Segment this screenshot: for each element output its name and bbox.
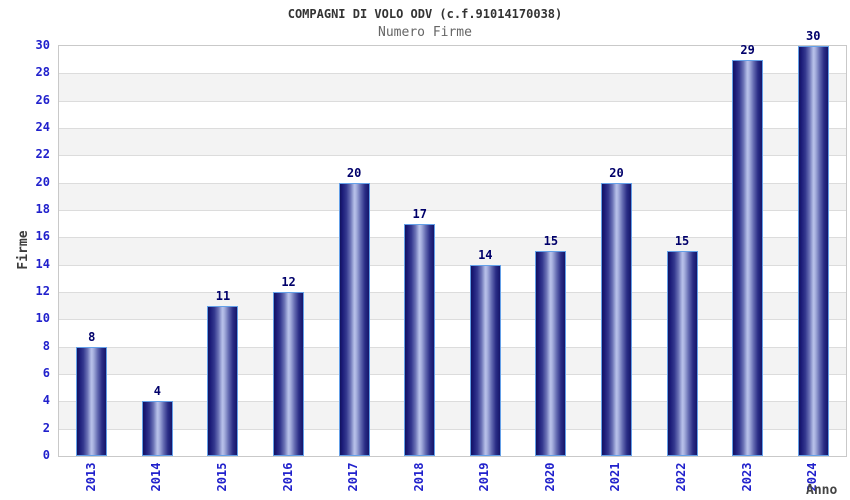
- plot-band: [59, 182, 846, 210]
- bar-2015: [207, 305, 239, 456]
- bar-value-label: 15: [674, 234, 690, 248]
- plot-band: [59, 374, 846, 402]
- plot-band: [59, 128, 846, 156]
- bar-2022: [666, 251, 698, 456]
- plot-band: [59, 46, 846, 74]
- bar-2024: [797, 46, 829, 456]
- y-tick-label: 18: [35, 202, 50, 216]
- x-tick-label: 2018: [411, 462, 426, 492]
- x-tick-label: 2017: [346, 462, 361, 492]
- gridline: [59, 401, 846, 403]
- y-tick-label: 10: [35, 311, 50, 326]
- y-tick-label: 26: [35, 92, 50, 107]
- gridline: [59, 155, 846, 157]
- plot-band: [59, 292, 846, 320]
- y-tick-label: 6: [42, 366, 50, 380]
- y-tick-label: 28: [35, 65, 50, 80]
- plot-band: [59, 155, 846, 183]
- x-tick-label: 2020: [542, 462, 557, 492]
- bar-2021: [600, 182, 632, 456]
- bar-value-label: 20: [609, 165, 624, 180]
- chart-subtitle: Numero Firme: [378, 25, 472, 40]
- bar-value-label: 14: [478, 247, 493, 262]
- gridline: [59, 264, 846, 266]
- x-tick-label: 2015: [214, 462, 229, 492]
- y-tick-label: 4: [42, 393, 50, 408]
- bar-2014: [141, 401, 173, 456]
- gridline: [59, 346, 846, 348]
- gridline: [59, 182, 846, 184]
- y-tick-label: 30: [35, 38, 50, 52]
- x-tick-label: 2019: [477, 462, 492, 492]
- x-tick-label: 2022: [674, 462, 689, 492]
- plot-band: [59, 264, 846, 292]
- x-tick-label: 2016: [280, 462, 295, 492]
- gridline: [59, 428, 846, 430]
- bar-value-label: 12: [281, 275, 296, 289]
- bar-value-label: 15: [543, 234, 559, 248]
- bar-value-label: 8: [88, 329, 96, 344]
- gridline: [59, 73, 846, 75]
- y-tick-label: 0: [42, 448, 50, 462]
- plot-band: [59, 237, 846, 265]
- y-tick-label: 22: [35, 147, 50, 162]
- plot-band: [59, 319, 846, 347]
- gridline: [59, 210, 846, 211]
- plot-band: [59, 73, 846, 101]
- bar-value-label: 29: [740, 42, 755, 57]
- plot-band: [59, 100, 846, 128]
- y-tick-label: 20: [35, 174, 50, 189]
- bar-2018: [404, 223, 436, 456]
- bar-value-label: 20: [346, 165, 362, 180]
- y-axis-title: Firme: [16, 230, 31, 270]
- gridline: [59, 292, 846, 293]
- y-tick-label: 24: [35, 120, 50, 134]
- y-tick-label: 16: [35, 229, 50, 244]
- bar-value-label: 30: [805, 29, 821, 43]
- x-tick-label: 2023: [739, 462, 754, 492]
- x-axis-title: Anno: [806, 483, 838, 498]
- y-tick-label: 14: [35, 256, 50, 271]
- bar-2020: [535, 251, 567, 456]
- x-tick-label: 2013: [83, 462, 98, 492]
- plot-band: [59, 346, 846, 374]
- gridline: [59, 237, 846, 239]
- x-tick-label: 2014: [149, 462, 164, 492]
- bar-value-label: 17: [412, 206, 427, 221]
- gridline: [59, 374, 846, 375]
- gridline: [59, 128, 846, 129]
- plot-area: 8 4 11 12 20 17 14 15 20 15 29 30: [58, 29, 847, 457]
- y-tick-label: 8: [42, 338, 50, 353]
- bar-2019: [469, 264, 501, 456]
- gridline: [59, 100, 846, 102]
- bar-value-label: 11: [215, 288, 231, 303]
- plot-band: [59, 401, 846, 429]
- chart-title: COMPAGNI DI VOLO ODV (c.f.91014170038): [287, 7, 563, 21]
- y-tick-label: 2: [42, 420, 50, 435]
- x-tick-label: 2021: [608, 462, 623, 492]
- bar-2016: [273, 292, 305, 456]
- gridline: [59, 319, 846, 321]
- bar-value-label: 4: [153, 384, 161, 399]
- bar-2017: [338, 182, 370, 456]
- bar-2013: [76, 346, 108, 456]
- plot-band: [59, 210, 846, 238]
- bar-2023: [732, 59, 764, 456]
- y-tick-label: 12: [35, 284, 50, 298]
- plot-band: [59, 428, 846, 456]
